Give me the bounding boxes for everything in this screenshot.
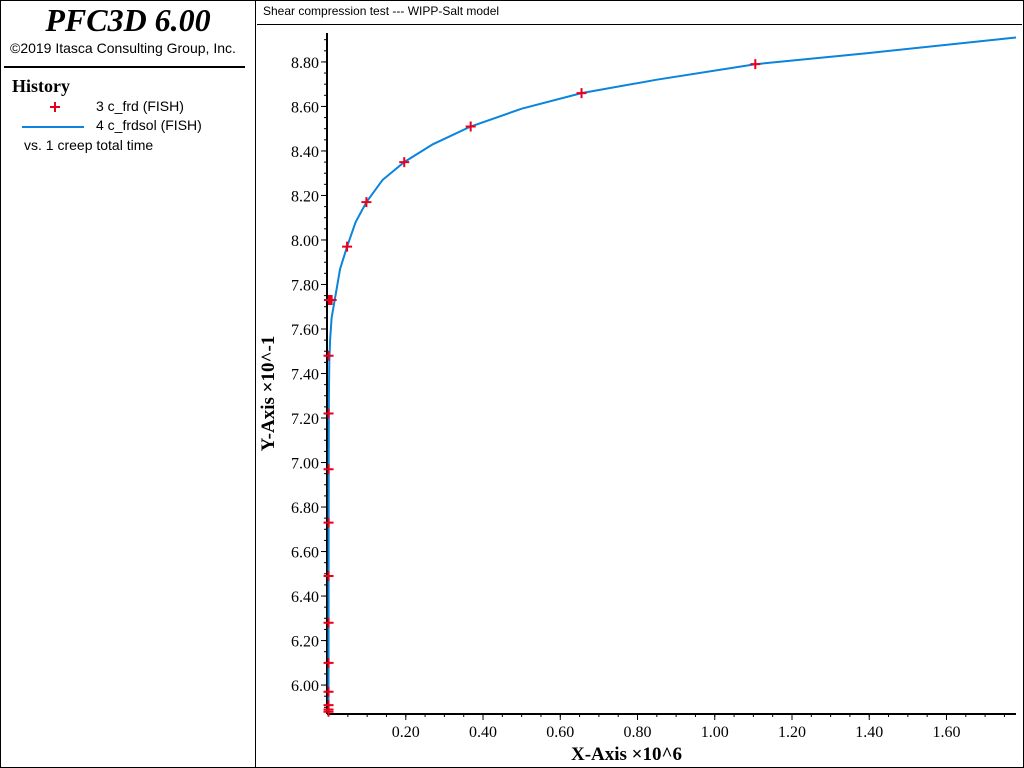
legend-label: 4 c_frdsol (FISH) xyxy=(96,117,202,133)
data-point-c-frd xyxy=(361,197,372,208)
x-axis-label: X-Axis ×10^6 xyxy=(571,744,682,765)
copyright-text: ©2019 Itasca Consulting Group, Inc. xyxy=(10,40,236,56)
plot-title: Shear compression test --- WIPP-Salt mod… xyxy=(263,4,500,18)
data-point-c-frd xyxy=(323,700,334,711)
history-chart: 6.00 6.20 6.40 6.60 6.80 7.00 7.20 7.40 7.60 7.80… xyxy=(258,33,1017,765)
data-point-c-frd xyxy=(576,88,587,99)
y-tick-label: 6.20 xyxy=(291,634,319,651)
data-point-c-frd xyxy=(323,464,334,475)
data-point-c-frd xyxy=(399,157,410,168)
y-tick-label: 8.20 xyxy=(291,188,319,205)
x-tick-label: 0.20 xyxy=(392,724,420,741)
data-point-c-frd xyxy=(323,408,334,419)
x-tick-label: 0.60 xyxy=(546,724,574,741)
y-tick-label: 7.00 xyxy=(291,456,319,473)
data-point-c-frd xyxy=(750,59,761,70)
y-tick-label: 6.00 xyxy=(291,678,319,695)
y-tick-label: 8.80 xyxy=(291,55,319,72)
data-point-c-frd xyxy=(323,350,334,361)
legend-label: 3 c_frd (FISH) xyxy=(96,98,184,114)
y-tick-label: 7.40 xyxy=(291,367,319,384)
y-tick-label: 6.40 xyxy=(291,589,319,606)
x-tick-label: 1.20 xyxy=(778,724,806,741)
legend-title: History xyxy=(12,76,70,96)
x-tick-label: 1.60 xyxy=(932,724,960,741)
data-point-c-frd xyxy=(323,517,334,528)
y-tick-label: 8.40 xyxy=(291,144,319,161)
y-tick-label: 6.80 xyxy=(291,500,319,517)
y-tick-label: 7.20 xyxy=(291,411,319,428)
info-panel: PFC3D 6.00 ©2019 Itasca Consulting Group… xyxy=(0,0,256,768)
x-tick-label: 1.00 xyxy=(701,724,729,741)
series-line-c-frdsol xyxy=(327,36,1017,712)
x-tick-label: 1.40 xyxy=(855,724,883,741)
y-tick-label: 7.80 xyxy=(291,277,319,294)
panel-divider xyxy=(4,66,245,68)
plus-marker-icon xyxy=(50,102,60,112)
y-tick-label: 6.60 xyxy=(291,545,319,562)
data-point-c-frd xyxy=(323,617,334,628)
data-point-c-frd xyxy=(326,295,337,306)
x-tick-label: 0.40 xyxy=(469,724,497,741)
data-point-c-frd xyxy=(465,121,476,132)
plot-title-bar: Shear compression test --- WIPP-Salt mod… xyxy=(257,0,1022,25)
data-point-c-frd xyxy=(323,571,334,582)
y-tick-label: 7.60 xyxy=(291,322,319,339)
data-point-c-frd xyxy=(323,686,334,697)
y-axis-label: Y-Axis ×10^-1 xyxy=(258,336,279,452)
y-tick-label: 8.00 xyxy=(291,233,319,250)
app-title: PFC3D 6.00 xyxy=(45,2,211,38)
x-tick-label: 0.80 xyxy=(624,724,652,741)
data-point-c-frd xyxy=(342,241,353,252)
data-point-c-frd xyxy=(323,657,334,668)
line-marker-icon xyxy=(22,126,84,128)
y-tick-label: 8.60 xyxy=(291,99,319,116)
legend-vs-text: vs. 1 creep total time xyxy=(24,137,154,153)
